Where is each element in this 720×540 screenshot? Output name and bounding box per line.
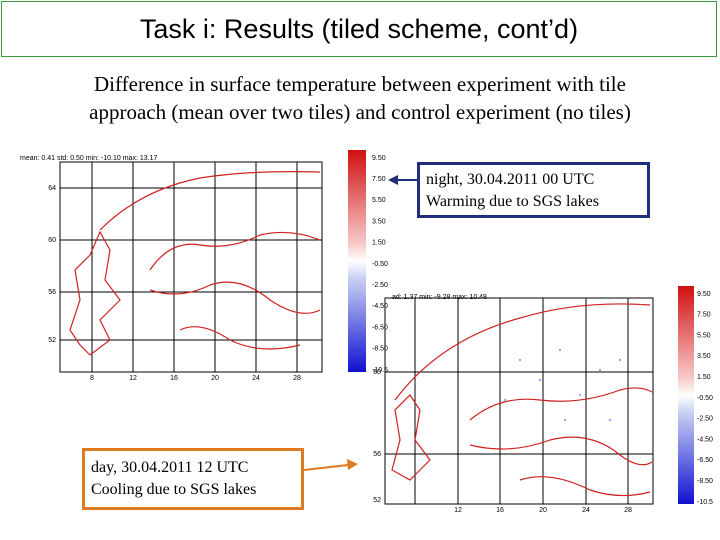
map-2: [384, 286, 694, 505]
colorbar-label: 9.50: [697, 291, 711, 298]
map-y-label: 64: [48, 185, 56, 192]
map-x-label: 24: [582, 507, 590, 514]
colorbar-label: -0.50: [372, 261, 388, 268]
map-x-label: 8: [90, 375, 94, 382]
colorbar: [348, 150, 366, 372]
colorbar-label: 5.50: [372, 197, 386, 204]
map-frame: [384, 297, 654, 505]
map-stats: ad: 1.37 min: -9.28 max: 10.48: [392, 294, 487, 301]
map-frame: [59, 161, 323, 373]
callout-day: day, 30.04.2011 12 UTC Cooling due to SG…: [82, 448, 304, 510]
colorbar-label: -8.50: [697, 478, 713, 485]
colorbar-label: 5.50: [697, 332, 711, 339]
colorbar-label: 3.50: [697, 353, 711, 360]
colorbar-label: -0.50: [697, 395, 713, 402]
colorbar-label: 1.50: [697, 374, 711, 381]
colorbar-label: 1.50: [372, 240, 386, 247]
map-y-label: 60: [48, 237, 56, 244]
callout-line: Cooling due to SGS lakes: [91, 481, 257, 498]
cooling-dots: [503, 348, 622, 422]
colorbar-label: 7.50: [372, 176, 386, 183]
subtitle-line: approach (mean over two tiles) and contr…: [89, 100, 631, 124]
subtitle-line: Difference in surface temperature betwee…: [94, 72, 626, 96]
callout-night: night, 30.04.2011 00 UTC Warming due to …: [417, 162, 650, 218]
map-x-label: 12: [454, 507, 462, 514]
map-stats: mean: 0.41 std: 0.50 min: -10.10 max: 13…: [20, 155, 157, 162]
title: Task i: Results (tiled scheme, cont’d): [139, 13, 579, 44]
map-y-label: 60: [373, 369, 381, 376]
map-y-label: 52: [373, 497, 381, 504]
callout-line: Warming due to SGS lakes: [426, 193, 599, 210]
map-x-label: 12: [129, 375, 137, 382]
map-x-label: 28: [624, 507, 632, 514]
colorbar: [678, 286, 694, 504]
map-x-label: 28: [293, 375, 301, 382]
arrows: [303, 175, 417, 471]
coastline: [69, 171, 321, 356]
colorbar-label: -2.50: [372, 282, 388, 289]
colorbar-label: -4.50: [372, 303, 388, 310]
colorbar-label: -10.5: [697, 499, 713, 506]
colorbar-label: -10.5: [372, 367, 388, 374]
map-y-label: 56: [48, 289, 56, 296]
map-x-label: 24: [252, 375, 260, 382]
title-box: Task i: Results (tiled scheme, cont’d): [1, 1, 717, 57]
callout-line: night, 30.04.2011 00 UTC: [426, 171, 595, 188]
colorbar-label: -8.50: [372, 346, 388, 353]
colorbar-label: -4.50: [697, 436, 713, 443]
colorbar-label: -6.50: [697, 457, 713, 464]
callout-line: day, 30.04.2011 12 UTC: [91, 459, 249, 476]
map-x-label: 16: [496, 507, 504, 514]
map-x-label: 16: [170, 375, 178, 382]
map-x-label: 20: [539, 507, 547, 514]
colorbar-label: -6.50: [372, 324, 388, 331]
map-1: [59, 150, 366, 373]
map-grid: [385, 298, 653, 504]
coastline: [391, 303, 653, 497]
map-y-label: 52: [48, 337, 56, 344]
colorbar-label: 9.50: [372, 155, 386, 162]
map-y-label: 56: [373, 451, 381, 458]
colorbar-label: 7.50: [697, 312, 711, 319]
colorbar-label: -2.50: [697, 416, 713, 423]
map-x-label: 20: [211, 375, 219, 382]
colorbar-label: 3.50: [372, 218, 386, 225]
